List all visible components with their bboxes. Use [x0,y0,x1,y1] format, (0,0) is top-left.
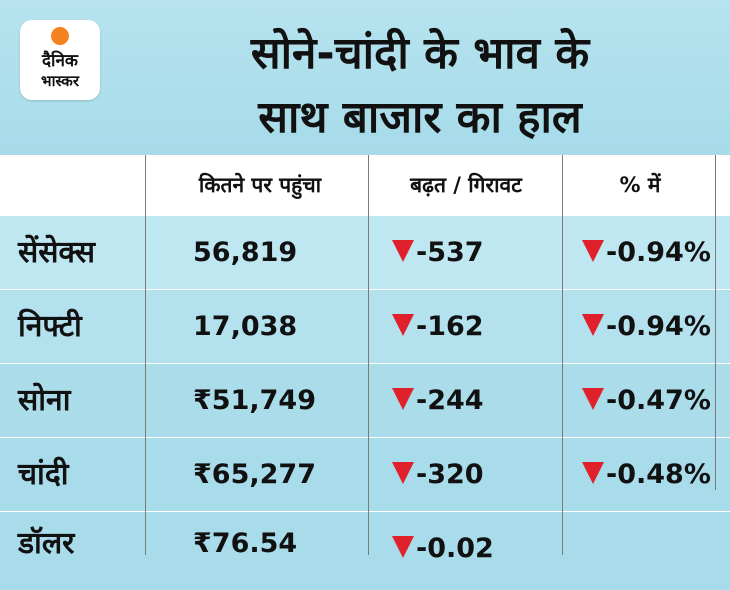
row-change-value: -0.02 [416,533,494,564]
down-triangle-icon [392,240,414,262]
page-title-line2: साथ बाजार का हाल [258,92,582,143]
row-name: चांदी [18,457,69,492]
logo-text-line1: दैनिक [42,51,78,71]
row-percent: -0.94% [582,290,711,364]
table-row-sensex: सेंसेक्स 56,819 -537 -0.94% [0,215,730,289]
header-value: कितने पर पहुंचा [198,173,322,197]
column-divider [562,155,563,555]
down-triangle-icon [582,314,604,336]
row-value: 56,819 [193,237,298,268]
sun-icon [51,27,69,45]
down-triangle-icon [582,240,604,262]
row-name: सोना [18,383,71,418]
row-change-value: -320 [416,459,484,490]
row-percent: -0.94% [582,216,711,290]
down-triangle-icon [392,314,414,336]
table-row-gold: सोना ₹51,749 -244 -0.47% [0,363,730,437]
header-change: बढ़त / गिरावट [410,173,522,197]
table-header-row: कितने पर पहुंचा बढ़त / गिरावट % में [0,155,730,215]
column-divider [715,155,716,490]
row-percent: -0.47% [582,364,711,438]
down-triangle-icon [582,388,604,410]
row-percent: -0.48% [582,438,711,512]
row-name: सेंसेक्स [18,235,96,270]
table-row-dollar: डॉलर ₹76.54 -0.02 [0,511,730,590]
row-name: निफ्टी [18,309,82,344]
down-triangle-icon [582,462,604,484]
dainik-bhaskar-logo: दैनिक भास्कर [20,20,100,100]
header-percent: % में [619,173,661,197]
row-value: 17,038 [193,311,298,342]
row-percent-value: -0.94% [606,311,711,342]
table-row-nifty: निफ्टी 17,038 -162 -0.94% [0,289,730,363]
down-triangle-icon [392,536,414,558]
market-table: कितने पर पहुंचा बढ़त / गिरावट % में सेंस… [0,155,730,590]
row-change: -320 [392,438,484,512]
table-row-silver: चांदी ₹65,277 -320 -0.48% [0,437,730,511]
row-value: ₹51,749 [193,385,316,416]
row-change: -0.02 [392,512,494,586]
row-change-value: -162 [416,311,484,342]
row-percent-value: -0.47% [606,385,711,416]
header: दैनिक भास्कर सोने-चांदी के भाव के साथ बा… [0,0,730,155]
row-change-value: -244 [416,385,484,416]
row-percent-value: -0.48% [606,459,711,490]
row-percent-value: -0.94% [606,237,711,268]
row-change-value: -537 [416,237,484,268]
logo-text-line2: भास्कर [41,72,79,90]
row-name: डॉलर [18,526,75,561]
row-change: -162 [392,290,484,364]
column-divider [368,155,369,555]
column-divider [145,155,146,555]
page-title-line1: सोने-चांदी के भाव के [250,28,590,79]
down-triangle-icon [392,388,414,410]
down-triangle-icon [392,462,414,484]
row-change: -537 [392,216,484,290]
row-change: -244 [392,364,484,438]
row-value: ₹65,277 [193,459,316,490]
row-value: ₹76.54 [193,528,298,559]
